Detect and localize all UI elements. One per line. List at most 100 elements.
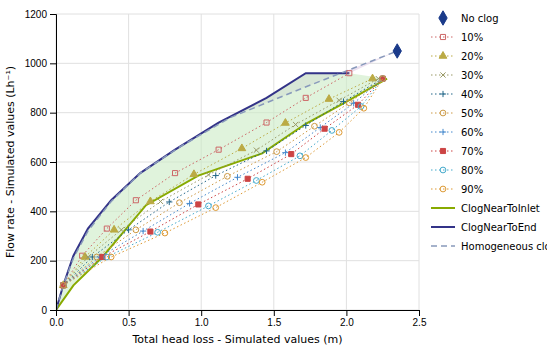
legend-marker: [440, 129, 446, 135]
x-axis: 0.0 0.5 1.0 1.5 2.0 2.5: [50, 310, 427, 328]
line-marker: [61, 283, 66, 288]
region-fill: [56, 51, 397, 310]
x-axis-title: Total head loss - Simulated values (m): [131, 333, 342, 346]
line-marker: [380, 76, 386, 82]
line-marker: [166, 199, 172, 205]
line-marker: [140, 228, 146, 234]
tick: 0.0: [50, 310, 64, 328]
line-marker: [347, 71, 352, 76]
legend-swatch: [431, 226, 455, 228]
line-marker: [336, 130, 342, 136]
line-marker: [369, 74, 377, 81]
line-marker: [254, 148, 259, 153]
legend-item: 50%: [431, 108, 483, 119]
tick: 200: [30, 255, 56, 266]
line-marker: [259, 179, 265, 185]
legend-label: No clog: [461, 13, 499, 24]
tick-mark: [201, 310, 202, 316]
line-marker: [303, 122, 309, 128]
tick: 1.5: [267, 310, 281, 328]
line-marker: [60, 282, 66, 288]
line-marker: [274, 149, 280, 155]
tick-mark: [346, 310, 347, 316]
legend-label: 80%: [461, 165, 483, 176]
legend-item: 20%: [431, 51, 483, 62]
tick-mark: [50, 310, 56, 311]
grid: [56, 14, 419, 310]
legend-marker: [439, 11, 447, 25]
legend-item: 70%: [431, 146, 483, 157]
line-marker: [206, 172, 211, 177]
tick-label: 600: [30, 157, 47, 168]
line-marker: [213, 205, 219, 211]
legend-label: Homogeneous clo: [461, 241, 547, 252]
legend-marker: [440, 167, 446, 173]
tick-mark: [419, 310, 420, 316]
legend-item: 40%: [431, 89, 483, 100]
legend-item: 10%: [431, 32, 483, 43]
tick: 2.5: [413, 310, 427, 328]
tick: 1000: [25, 58, 56, 69]
line-marker: [312, 123, 318, 129]
series-line: [56, 73, 349, 310]
line-marker: [155, 229, 161, 235]
line-marker: [104, 226, 109, 231]
legend-item: Homogeneous clo: [431, 241, 547, 252]
y-axis-title: Flow rate - Simulated values (Lh⁻¹): [4, 66, 17, 258]
line-marker: [325, 95, 333, 102]
legend-swatch: [431, 170, 455, 171]
line-marker: [60, 282, 66, 288]
legend-marker: [440, 148, 445, 153]
legend-label: 30%: [461, 70, 483, 81]
grid-line: [56, 260, 419, 261]
line-marker: [289, 152, 294, 157]
tick-mark: [129, 310, 130, 316]
series-line: [63, 79, 382, 286]
series-line: [63, 79, 372, 286]
line-marker: [282, 119, 290, 126]
axis-line: [57, 311, 420, 317]
line-marker: [282, 150, 288, 156]
tick-mark: [50, 211, 56, 212]
legend-marker: [440, 34, 445, 39]
line-marker: [216, 147, 221, 152]
series-line: [63, 79, 382, 286]
series-line: [63, 79, 382, 286]
tick-label: 200: [30, 255, 47, 266]
line-marker: [177, 200, 183, 206]
line-marker: [337, 98, 342, 103]
line-marker: [119, 227, 124, 232]
line-marker: [147, 197, 155, 204]
tick: 0.5: [122, 310, 136, 328]
line-marker: [329, 128, 335, 134]
line-marker: [158, 199, 163, 204]
tick: 400: [30, 206, 56, 217]
line-marker: [264, 120, 269, 125]
line-marker: [340, 98, 346, 104]
tick-label: 2.5: [413, 317, 427, 328]
line-marker: [380, 76, 386, 82]
legend-item: 60%: [431, 127, 483, 138]
tick-label: 800: [30, 107, 47, 118]
legend-label: 10%: [461, 32, 483, 43]
line-marker: [224, 173, 230, 179]
tick-mark: [50, 162, 56, 163]
tick: 1.0: [195, 310, 209, 328]
line-marker: [361, 105, 367, 111]
series-line: [56, 79, 387, 310]
series-line: [63, 79, 382, 286]
legend-swatch: [431, 207, 455, 209]
legend-item: 30%: [431, 70, 483, 81]
line-marker: [322, 126, 327, 131]
tick: 2.0: [340, 310, 354, 328]
line-marker: [148, 229, 153, 234]
tick: 600: [30, 157, 56, 168]
line-marker: [263, 148, 269, 154]
line-marker: [303, 95, 308, 100]
chart: 0.00.51.01.52.02.5020040060080010001200T…: [0, 0, 547, 350]
line-marker: [125, 227, 131, 233]
tick-mark: [50, 63, 56, 64]
legend-item: ClogNearToEnd: [431, 222, 537, 233]
tick-label: 400: [30, 206, 47, 217]
line-marker: [81, 252, 89, 259]
